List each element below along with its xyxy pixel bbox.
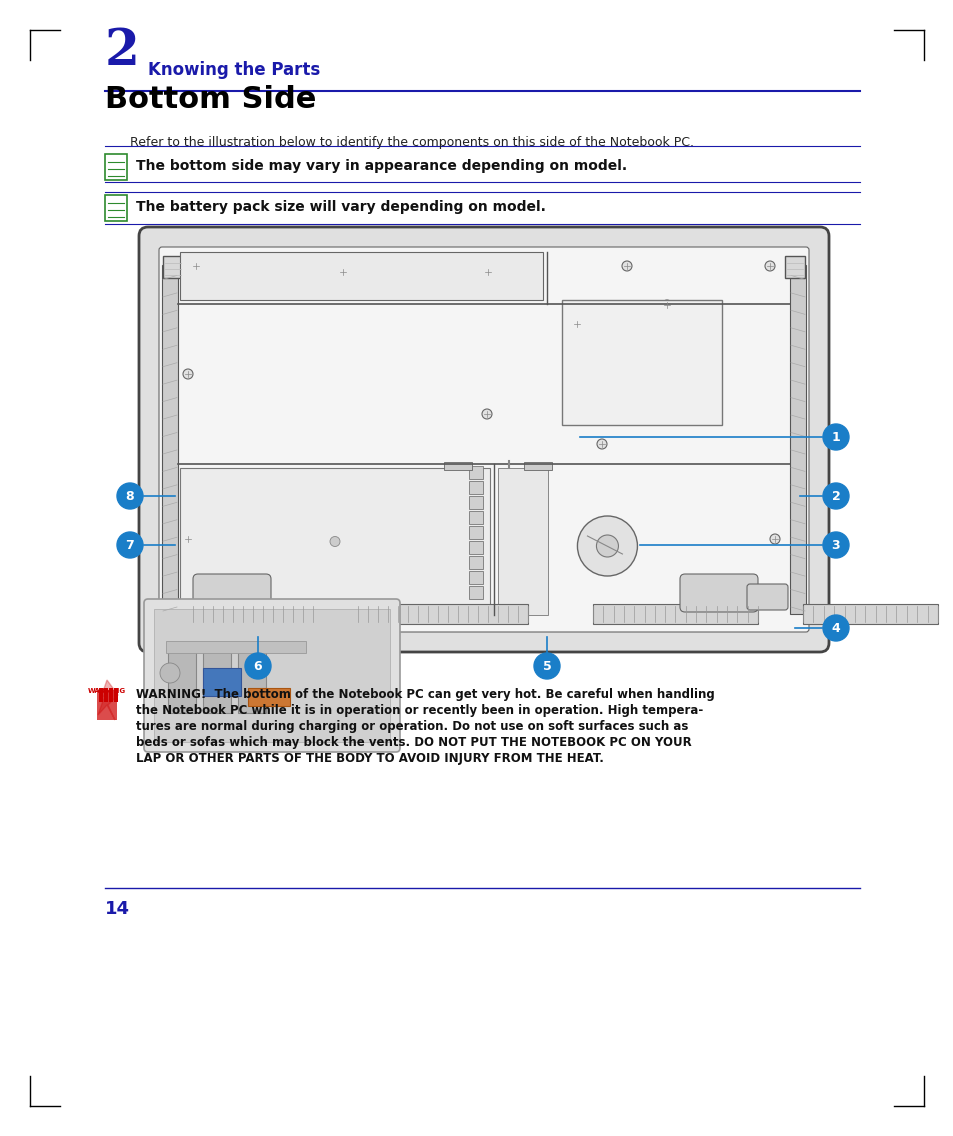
Circle shape xyxy=(183,369,193,379)
Bar xyxy=(469,526,482,538)
Text: Refer to the illustration below to identify the components on this side of the N: Refer to the illustration below to ident… xyxy=(130,136,693,149)
Bar xyxy=(109,688,112,702)
Text: 3: 3 xyxy=(831,538,840,551)
Text: 8: 8 xyxy=(126,490,134,502)
Text: 2: 2 xyxy=(105,27,140,76)
Bar xyxy=(523,462,552,470)
Bar xyxy=(153,609,390,742)
Text: 2: 2 xyxy=(831,490,840,502)
Bar xyxy=(168,643,195,713)
Text: 14: 14 xyxy=(105,900,130,918)
Bar xyxy=(802,604,937,624)
Circle shape xyxy=(577,516,637,576)
Bar xyxy=(203,643,231,713)
Bar xyxy=(105,154,127,179)
Bar xyxy=(593,604,758,624)
Bar xyxy=(99,688,103,702)
Circle shape xyxy=(822,483,848,509)
Bar xyxy=(113,688,118,702)
Bar xyxy=(162,265,178,613)
Text: The bottom side may vary in appearance depending on model.: The bottom side may vary in appearance d… xyxy=(136,159,626,173)
Circle shape xyxy=(117,532,143,558)
Circle shape xyxy=(183,534,193,544)
Polygon shape xyxy=(98,680,118,720)
Bar xyxy=(203,668,241,696)
Text: WARNING: WARNING xyxy=(88,688,126,694)
Bar xyxy=(469,481,482,494)
Bar xyxy=(105,195,127,222)
Circle shape xyxy=(769,534,780,544)
Text: Bottom Side: Bottom Side xyxy=(105,85,316,114)
FancyBboxPatch shape xyxy=(679,574,758,612)
Text: 1: 1 xyxy=(831,431,840,443)
Circle shape xyxy=(822,532,848,558)
Text: 4: 4 xyxy=(831,621,840,635)
Bar xyxy=(443,462,472,470)
Bar xyxy=(469,466,482,479)
Bar xyxy=(92,680,121,768)
Bar xyxy=(469,571,482,584)
Circle shape xyxy=(160,663,180,683)
Bar xyxy=(469,556,482,569)
Circle shape xyxy=(661,300,671,310)
Bar xyxy=(469,496,482,509)
Circle shape xyxy=(117,483,143,509)
Circle shape xyxy=(572,319,581,329)
Text: tures are normal during charging or operation. Do not use on soft surfaces such : tures are normal during charging or oper… xyxy=(136,720,688,733)
Bar xyxy=(180,468,490,615)
Bar xyxy=(357,604,527,624)
Bar xyxy=(789,265,805,613)
Circle shape xyxy=(822,615,848,641)
Circle shape xyxy=(337,267,348,277)
FancyBboxPatch shape xyxy=(193,574,271,612)
Circle shape xyxy=(534,653,559,679)
Bar xyxy=(469,586,482,599)
Text: Knowing the Parts: Knowing the Parts xyxy=(148,61,320,80)
Text: LAP OR OTHER PARTS OF THE BODY TO AVOID INJURY FROM THE HEAT.: LAP OR OTHER PARTS OF THE BODY TO AVOID … xyxy=(136,752,603,765)
Bar xyxy=(237,643,266,713)
Circle shape xyxy=(482,267,493,277)
FancyBboxPatch shape xyxy=(139,227,828,652)
Text: The battery pack size will vary depending on model.: The battery pack size will vary dependin… xyxy=(136,200,545,214)
Circle shape xyxy=(481,409,492,419)
Bar xyxy=(193,604,313,624)
Circle shape xyxy=(330,536,339,546)
Text: 6: 6 xyxy=(253,660,262,673)
Circle shape xyxy=(191,261,201,272)
Circle shape xyxy=(245,653,271,679)
Circle shape xyxy=(597,438,606,449)
Bar xyxy=(469,541,482,554)
Text: 7: 7 xyxy=(126,538,134,551)
Text: the Notebook PC while it is in operation or recently been in operation. High tem: the Notebook PC while it is in operation… xyxy=(136,704,702,717)
FancyBboxPatch shape xyxy=(746,584,787,610)
Bar xyxy=(180,252,542,300)
Text: WARNING!  The bottom of the Notebook PC can get very hot. Be careful when handli: WARNING! The bottom of the Notebook PC c… xyxy=(136,688,714,701)
Bar xyxy=(497,468,547,615)
Bar xyxy=(163,256,183,278)
Text: beds or sofas which may block the vents. DO NOT PUT THE NOTEBOOK PC ON YOUR: beds or sofas which may block the vents.… xyxy=(136,736,691,749)
Bar xyxy=(784,256,804,278)
Bar xyxy=(166,641,306,653)
Text: 5: 5 xyxy=(542,660,551,673)
Circle shape xyxy=(621,261,631,272)
FancyBboxPatch shape xyxy=(144,599,399,752)
Bar xyxy=(469,511,482,524)
Circle shape xyxy=(764,261,774,272)
Bar xyxy=(97,690,117,720)
Circle shape xyxy=(822,424,848,450)
Bar xyxy=(104,688,108,702)
FancyBboxPatch shape xyxy=(159,247,808,632)
Circle shape xyxy=(596,535,618,557)
Bar xyxy=(561,300,721,425)
Bar xyxy=(248,688,290,705)
